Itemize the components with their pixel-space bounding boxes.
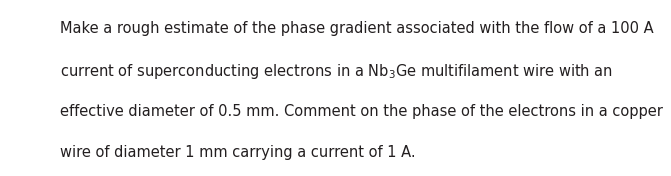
Text: current of superconducting electrons in a Nb$_3$Ge multifilament wire with an: current of superconducting electrons in …	[60, 62, 613, 81]
Text: Make a rough estimate of the phase gradient associated with the flow of a 100 A: Make a rough estimate of the phase gradi…	[60, 21, 654, 36]
Text: effective diameter of 0.5 mm. Comment on the phase of the electrons in a copper: effective diameter of 0.5 mm. Comment on…	[60, 104, 663, 119]
Text: wire of diameter 1 mm carrying a current of 1 A.: wire of diameter 1 mm carrying a current…	[60, 145, 416, 160]
